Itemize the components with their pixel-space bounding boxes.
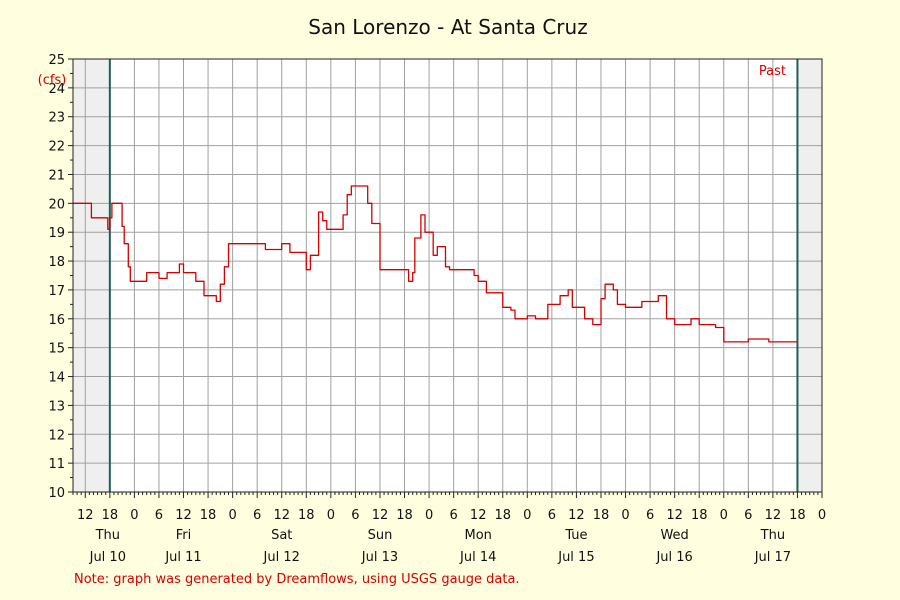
y-tick-label: 17: [48, 284, 65, 299]
x-date-label: Jul 10: [89, 550, 126, 565]
x-tick-label: 0: [720, 508, 728, 523]
past-label: Past: [759, 64, 786, 79]
x-axis-labels: 12 18 0 6 12 18 0 6 12 18 0 6 12 18 0 6 12 18 0 6 12 18 0 6 12 18…: [77, 508, 826, 565]
y-tick-label: 23: [48, 111, 65, 126]
x-tick-label: 18: [789, 508, 806, 523]
chart-title: San Lorenzo - At Santa Cruz: [308, 15, 587, 39]
y-axis-labels: 10 11 12 13 14 15 16 17 18 19 20 21 22 23 24 25: [48, 53, 65, 501]
y-tick-label: 12: [48, 428, 65, 443]
y-tick-label: 20: [48, 197, 65, 212]
x-tick-label: 12: [666, 508, 683, 523]
y-tick-label: 14: [48, 371, 65, 386]
x-tick-label: 0: [228, 508, 236, 523]
x-tick-label: 12: [568, 508, 585, 523]
x-day-label: Sun: [368, 528, 393, 543]
x-tick-label: 18: [593, 508, 610, 523]
x-day-label: Thu: [760, 528, 785, 543]
x-day-label: Fri: [176, 528, 192, 543]
x-tick-label: 6: [744, 508, 752, 523]
x-day-label: Wed: [660, 528, 688, 543]
y-tick-label: 15: [48, 342, 65, 357]
x-tick-label: 0: [130, 508, 138, 523]
y-tick-label: 11: [48, 457, 65, 472]
x-tick-label: 18: [102, 508, 119, 523]
x-tick-label: 12: [77, 508, 94, 523]
y-tick-label: 25: [48, 53, 65, 68]
x-date-label: Jul 14: [459, 550, 496, 565]
y-axis-unit-label: (cfs): [38, 73, 67, 88]
y-tick-label: 21: [48, 168, 65, 183]
x-tick-label: 6: [253, 508, 261, 523]
y-tick-label: 19: [48, 226, 65, 241]
x-tick-label: 18: [691, 508, 708, 523]
x-tick-label: 0: [327, 508, 335, 523]
x-tick-label: 12: [175, 508, 192, 523]
shaded-region-left: [73, 59, 110, 492]
x-tick-label: 0: [818, 508, 826, 523]
y-tick-label: 24: [48, 82, 65, 97]
axis-ticks: [68, 58, 823, 498]
x-tick-label: 6: [449, 508, 457, 523]
x-tick-label: 6: [548, 508, 556, 523]
x-day-label: Sat: [271, 528, 292, 543]
x-tick-label: 12: [273, 508, 290, 523]
x-date-label: Jul 16: [655, 550, 692, 565]
x-tick-label: 18: [298, 508, 315, 523]
x-date-label: Jul 11: [164, 550, 201, 565]
flow-line: [73, 185, 798, 343]
x-date-label: Jul 13: [361, 550, 398, 565]
footer-note: Note: graph was generated by Dreamflows,…: [74, 572, 520, 587]
y-tick-label: 10: [48, 486, 65, 501]
y-tick-label: 13: [48, 399, 65, 414]
x-date-label: Jul 17: [754, 550, 791, 565]
time-markers: [108, 59, 799, 492]
grid-lines: [73, 59, 823, 492]
x-tick-label: 6: [646, 508, 654, 523]
x-tick-label: 18: [200, 508, 217, 523]
x-tick-label: 0: [621, 508, 629, 523]
x-day-label: Tue: [564, 528, 587, 543]
x-tick-label: 0: [425, 508, 433, 523]
x-day-label: Mon: [464, 528, 491, 543]
x-tick-label: 6: [155, 508, 163, 523]
x-tick-label: 12: [372, 508, 389, 523]
x-tick-label: 12: [765, 508, 782, 523]
x-day-label: Thu: [95, 528, 120, 543]
y-tick-label: 16: [48, 313, 65, 328]
flow-series: [73, 185, 798, 343]
x-tick-label: 0: [523, 508, 531, 523]
x-date-label: Jul 15: [557, 550, 594, 565]
x-date-label: Jul 12: [263, 550, 300, 565]
x-tick-label: 12: [470, 508, 487, 523]
shaded-region-right: [797, 59, 822, 492]
plot-area: [73, 59, 822, 492]
y-tick-label: 18: [48, 255, 65, 270]
x-tick-label: 18: [396, 508, 413, 523]
x-tick-label: 6: [351, 508, 359, 523]
x-tick-label: 18: [494, 508, 511, 523]
y-tick-label: 22: [48, 140, 65, 155]
